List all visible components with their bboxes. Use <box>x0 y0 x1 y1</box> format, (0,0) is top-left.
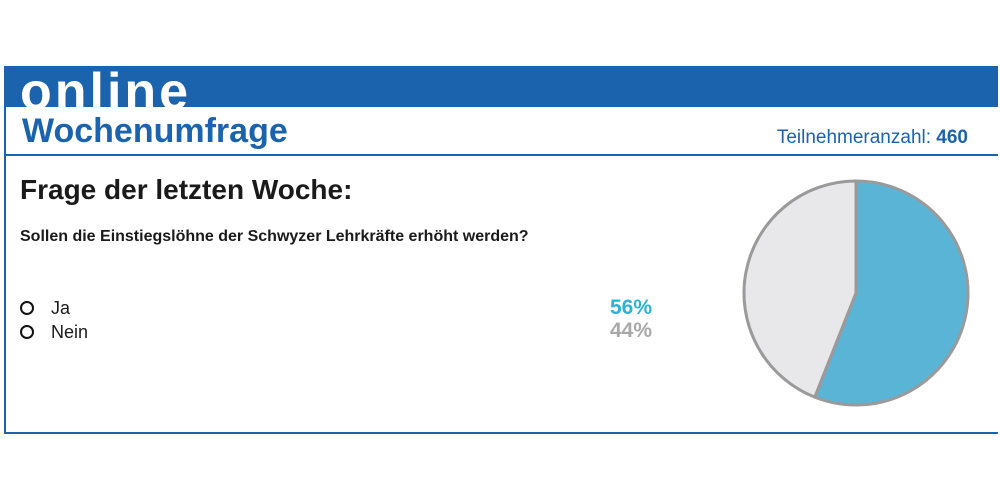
participants-number: 460 <box>936 127 968 148</box>
header-banner: online <box>6 66 998 107</box>
page-title: Wochenumfrage <box>22 112 288 150</box>
poll-widget: online Wochenumfrage Teilnehmeranzahl: 4… <box>4 66 998 434</box>
percent-ja: 56% <box>609 296 652 319</box>
radio-button-icon[interactable] <box>20 325 34 339</box>
participant-count: Teilnehmeranzahl: 460 <box>777 127 968 149</box>
option-label: Nein <box>51 322 89 342</box>
header-divider <box>6 154 998 156</box>
pie-slice-ja <box>813 179 970 407</box>
results-pie-chart <box>742 179 970 407</box>
poll-question: Sollen die Einstiegslöhne der Schwyzer L… <box>20 228 529 245</box>
radio-button-icon[interactable] <box>20 301 34 315</box>
option-label: Ja <box>51 298 71 318</box>
online-label: online <box>20 66 192 107</box>
option-ja[interactable]: Ja <box>20 297 70 319</box>
percent-nein: 44% <box>609 319 652 342</box>
option-nein[interactable]: Nein <box>20 321 88 343</box>
question-heading: Frage der letzten Woche: <box>20 174 353 205</box>
participants-label: Teilnehmeranzahl: <box>776 127 932 148</box>
pie-slice-nein <box>742 179 858 399</box>
